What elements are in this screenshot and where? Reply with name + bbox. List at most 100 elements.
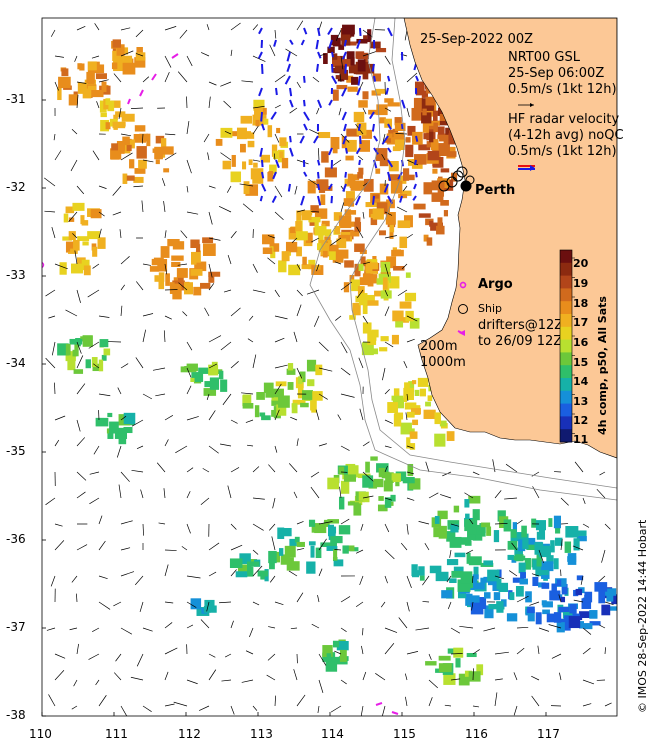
sst-pixel: [560, 596, 566, 603]
current-vector: [76, 355, 84, 369]
current-vector: [582, 497, 586, 505]
sst-pixel: [314, 208, 328, 219]
sst-pixel: [398, 317, 409, 323]
sst-pixel: [110, 150, 120, 160]
current-vector: [509, 570, 518, 577]
sst-pixel: [65, 343, 71, 356]
sst-pixel: [220, 379, 228, 392]
sst-pixel: [231, 154, 236, 167]
x-tick-111: 111: [105, 727, 128, 741]
current-vector: [296, 367, 303, 379]
current-vector: [310, 486, 320, 499]
sst-pixel: [573, 538, 580, 551]
current-vector: [582, 679, 595, 685]
current-vector: [274, 445, 278, 453]
sst-pixel: [158, 277, 165, 290]
sst-pixel: [103, 348, 111, 356]
sst-pixel: [324, 167, 337, 178]
sst-pixel: [402, 476, 415, 484]
isobath-1000: [309, 18, 617, 501]
sst-pixel: [208, 271, 221, 277]
city-label-perth: Perth: [475, 183, 516, 198]
sst-pixel: [553, 612, 562, 623]
current-vector: [395, 133, 408, 135]
current-vector: [604, 601, 614, 606]
sst-pixel: [338, 496, 345, 510]
sst-pixel: [191, 372, 204, 382]
sst-pixel: [169, 282, 175, 294]
sst-pixel: [249, 561, 260, 567]
sst-pixel: [535, 520, 547, 531]
current-vector: [290, 627, 298, 630]
sst-pixel: [379, 230, 386, 236]
sst-pixel: [421, 112, 432, 124]
sst-pixel: [305, 232, 313, 244]
sst-pixel: [340, 480, 350, 494]
sst-pixel: [373, 478, 384, 488]
sst-pixel: [367, 275, 374, 287]
sst-pixel: [488, 603, 498, 610]
current-vector: [98, 601, 111, 610]
current-vector: [269, 523, 276, 531]
hf-vector: [344, 171, 347, 178]
current-vector: [72, 233, 78, 239]
current-vector: [120, 50, 134, 57]
sst-pixel: [279, 151, 284, 159]
sst-pixel: [375, 47, 387, 53]
current-vector: [316, 263, 320, 272]
sst-pixel: [240, 143, 246, 153]
sst-pixel: [378, 496, 384, 501]
sst-pixel: [330, 136, 340, 150]
legend-ship: Ship: [478, 302, 502, 315]
sst-pixel: [531, 558, 542, 568]
sst-pixel: [123, 55, 133, 64]
sst-pixel: [406, 437, 411, 449]
sst-pixel: [239, 553, 251, 565]
current-vector: [140, 489, 144, 499]
current-vector: [54, 263, 68, 270]
sst-pixel: [77, 63, 82, 70]
sst-pixel: [375, 88, 386, 94]
sst-pixel: [271, 409, 276, 417]
sst-pixel: [434, 515, 440, 524]
current-vector: [296, 521, 304, 525]
current-vector: [142, 159, 154, 163]
current-vector: [76, 437, 86, 447]
sst-pixel: [111, 143, 119, 152]
current-vector: [356, 289, 364, 299]
current-vector: [242, 203, 254, 213]
current-vector: [220, 341, 232, 351]
sst-pixel: [290, 227, 301, 234]
sst-pixel: [554, 537, 563, 546]
sst-pixel: [473, 524, 486, 537]
sst-pixel: [388, 174, 400, 181]
sst-pixel: [222, 160, 231, 170]
current-vector: [119, 229, 122, 239]
sst-patches: [57, 24, 617, 686]
sst-pixel: [584, 591, 593, 603]
current-vector: [340, 627, 347, 632]
current-vector: [582, 523, 590, 528]
sst-pixel: [68, 248, 78, 254]
current-vector: [203, 133, 210, 143]
sst-pixel: [66, 243, 71, 252]
current-vector: [44, 177, 56, 187]
current-vector: [93, 445, 100, 455]
current-vector: [516, 519, 523, 525]
sst-pixel: [322, 250, 328, 258]
sst-pixel: [72, 202, 85, 211]
current-vector: [406, 393, 409, 402]
current-vector: [186, 679, 198, 685]
current-vector: [599, 624, 606, 629]
sst-pixel: [190, 377, 195, 382]
sst-pixel: [386, 199, 395, 209]
sst-pixel: [366, 300, 379, 306]
current-vector: [332, 159, 342, 166]
sst-pixel: [294, 536, 300, 543]
current-vector: [221, 679, 232, 682]
sst-pixel: [363, 35, 368, 41]
current-vector: [274, 364, 288, 369]
sst-pixel: [68, 231, 76, 241]
current-vector: [208, 410, 216, 421]
current-vector: [447, 601, 452, 610]
